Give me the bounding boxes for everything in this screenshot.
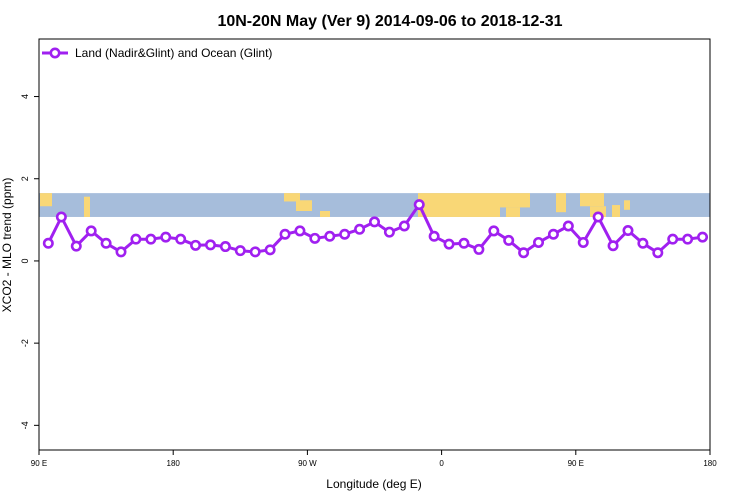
data-point (160, 231, 172, 243)
data-point (309, 232, 321, 244)
map-land (40, 193, 52, 207)
map-ocean (39, 193, 710, 217)
data-point (175, 233, 187, 245)
data-point (204, 239, 216, 251)
map-land (320, 211, 330, 217)
y-tick-label: 4 (20, 94, 30, 99)
y-axis: -4 -2 0 2 4 (20, 94, 39, 429)
data-point (413, 199, 425, 211)
map-land (624, 200, 630, 210)
data-point (592, 211, 604, 223)
data-point (130, 233, 142, 245)
map-land (418, 193, 500, 217)
legend-marker-swatch (49, 47, 61, 59)
data-point (294, 225, 306, 237)
data-point (518, 247, 530, 259)
map-land (296, 200, 312, 212)
data-point (145, 233, 157, 245)
data-point (577, 236, 589, 248)
map-land (84, 196, 90, 217)
data-point (473, 243, 485, 255)
plot-frame (38, 38, 711, 451)
map-land (612, 205, 620, 217)
data-point (115, 246, 127, 258)
chart-title: 10N-20N May (Ver 9) 2014-09-06 to 2018-1… (217, 13, 562, 30)
world-map-band (39, 193, 710, 217)
data-point (339, 228, 351, 240)
data-point (100, 237, 112, 249)
x-tick-label: 180 (703, 459, 717, 468)
data-point (697, 231, 709, 243)
legend: Land (Nadir&Glint) and Ocean (Glint) (42, 46, 272, 60)
data-point (682, 233, 694, 245)
y-tick-label: -4 (20, 421, 30, 429)
x-axis-label: Longitude (deg E) (326, 477, 421, 491)
data-point (85, 225, 97, 237)
data-point (667, 233, 679, 245)
x-axis: 90 E 180 90 W 0 90 E 180 (31, 450, 717, 468)
data-point (488, 225, 500, 237)
data-point (234, 245, 246, 257)
y-tick-label: 2 (20, 176, 30, 181)
data-point (622, 225, 634, 237)
x-tick-label: 90 W (298, 459, 317, 468)
data-point (398, 220, 410, 232)
data-point (547, 228, 559, 240)
legend-entry-label: Land (Nadir&Glint) and Ocean (Glint) (75, 46, 272, 60)
data-point (368, 216, 380, 228)
map-land (284, 193, 300, 202)
map-land (506, 207, 520, 217)
x-tick-label: 0 (439, 459, 444, 468)
data-point (55, 211, 67, 223)
data-point (562, 220, 574, 232)
data-point (607, 240, 619, 252)
data-point (637, 237, 649, 249)
data-point (503, 234, 515, 246)
data-point (190, 239, 202, 251)
data-point (249, 246, 261, 258)
y-tick-label: -2 (20, 339, 30, 347)
data-point (279, 228, 291, 240)
data-point (264, 244, 276, 256)
x-tick-label: 90 E (568, 459, 584, 468)
data-point (428, 230, 440, 242)
data-point (458, 237, 470, 249)
series-layer (42, 199, 709, 259)
x-tick-label: 90 E (31, 459, 47, 468)
data-point (652, 247, 664, 259)
data-point (383, 226, 395, 238)
data-point (324, 230, 336, 242)
data-point (70, 240, 82, 252)
map-land (556, 193, 566, 213)
data-point (219, 241, 231, 253)
y-tick-label: 0 (20, 258, 30, 263)
map-land (500, 193, 530, 208)
x-tick-label: 180 (167, 459, 181, 468)
data-point (354, 223, 366, 235)
data-point (443, 238, 455, 250)
data-point (533, 236, 545, 248)
map-land (580, 193, 604, 207)
y-axis-label: XCO2 - MLO trend (ppm) (0, 178, 14, 313)
data-point (42, 237, 54, 249)
